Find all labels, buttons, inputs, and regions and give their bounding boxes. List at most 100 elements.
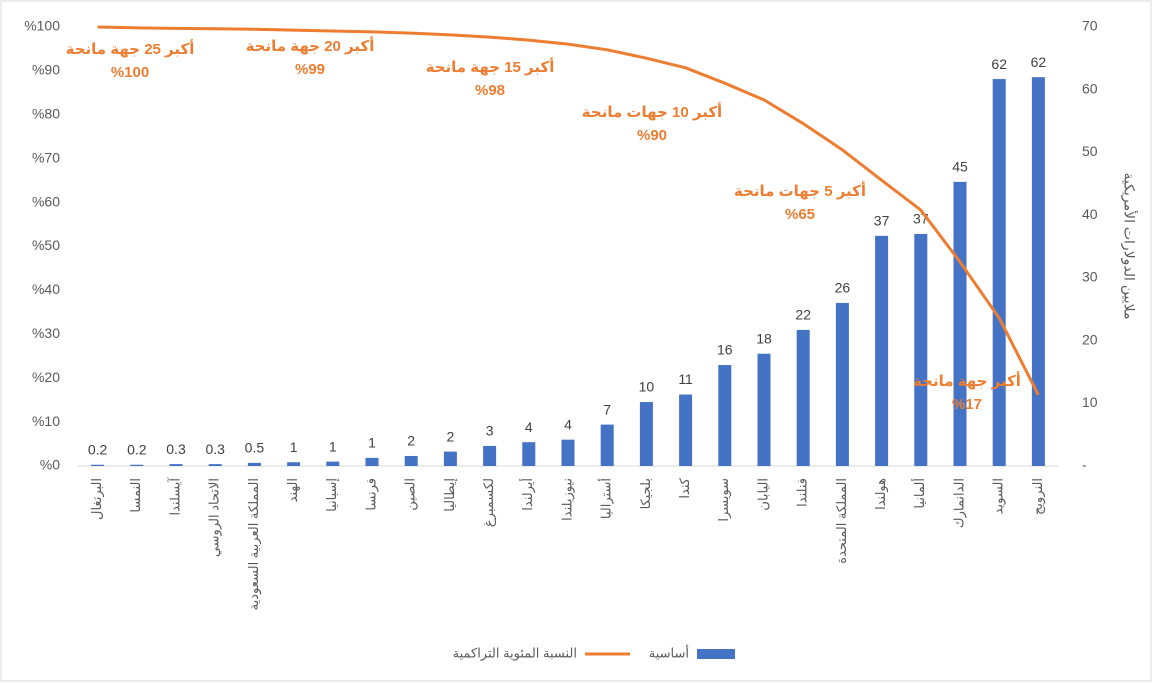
bar-value-label: 4 <box>564 416 572 432</box>
bar-value-label: 7 <box>603 401 611 417</box>
bar-value-label: 1 <box>368 435 376 451</box>
bar-value-label: 22 <box>795 307 811 323</box>
bar <box>208 464 222 466</box>
y-tick-label: %80 <box>32 106 60 122</box>
x-tick-label: المملكة المتحدة <box>834 478 849 564</box>
annotation: أكبر 15 جهة مانحة <box>426 57 555 76</box>
bar <box>679 394 693 466</box>
x-tick-label: فنلندا <box>795 478 810 507</box>
y2-tick-label: 40 <box>1082 206 1098 222</box>
x-tick-label: بلجيكا <box>638 478 653 509</box>
bar-value-label: 3 <box>486 423 494 439</box>
x-tick-label: البرتغال <box>89 478 105 520</box>
x-tick-label: فرنسا <box>363 478 379 511</box>
annotation: %100 <box>111 64 149 81</box>
x-tick-label: المملكة العربية السعودية <box>246 478 262 610</box>
y2-tick-label: 70 <box>1082 18 1098 34</box>
y-tick-label: %70 <box>32 149 60 165</box>
bar <box>247 462 261 466</box>
bar-value-label: 18 <box>756 330 772 346</box>
y2-tick-label: 20 <box>1082 331 1098 347</box>
x-tick-label: اليابان <box>755 478 770 511</box>
x-tick-label: أيرلندا <box>519 478 536 511</box>
bar <box>914 233 928 466</box>
annotation: أكبر 25 جهة مانحة <box>66 39 195 58</box>
annotation: %65 <box>785 206 815 223</box>
bar-value-label: 62 <box>1031 54 1047 70</box>
bar-value-label: 45 <box>952 159 968 175</box>
x-tick-label: إيطاليا <box>442 478 457 512</box>
bar-value-label: 0.3 <box>205 441 225 457</box>
x-tick-label: لكسمبرغ <box>481 478 497 527</box>
x-tick-label: كندا <box>677 477 692 498</box>
bar-value-label: 0.3 <box>166 441 186 457</box>
legend-label: أساسية <box>649 644 689 660</box>
bar <box>130 464 144 466</box>
bar <box>639 402 653 466</box>
bar <box>443 451 457 466</box>
annotation: %99 <box>295 61 325 78</box>
y2-tick-label: 30 <box>1082 269 1098 285</box>
y2-tick-label: - <box>1082 457 1087 473</box>
bar <box>600 424 614 466</box>
bar-value-label: 2 <box>407 433 415 449</box>
x-tick-label: النرويج <box>1030 478 1046 515</box>
y-tick-label: %100 <box>24 18 60 34</box>
bar <box>483 445 497 466</box>
y-tick-label: %10 <box>32 413 60 429</box>
x-tick-label: سويسرا <box>716 478 732 522</box>
bar-value-label: 0.2 <box>127 441 147 457</box>
bar <box>169 464 183 466</box>
bar-value-label: 4 <box>525 419 533 435</box>
bar <box>992 79 1006 466</box>
annotation: أكبر 20 جهة مانحة <box>246 36 375 55</box>
bar-value-label: 11 <box>678 371 693 387</box>
bar <box>522 442 536 466</box>
bar <box>365 457 379 466</box>
bar <box>796 329 810 466</box>
bar <box>875 235 889 466</box>
legend-swatch <box>697 649 735 659</box>
x-tick-label: آيسلندا <box>166 477 182 516</box>
bar-value-label: 37 <box>874 213 890 229</box>
bar <box>953 181 967 466</box>
y-tick-label: %30 <box>32 325 60 341</box>
y2-axis-title: ملايين الدولارات الأمريكية <box>1120 173 1138 320</box>
bar <box>561 439 575 466</box>
bar <box>326 461 340 466</box>
bar-value-label: 10 <box>639 379 655 395</box>
bar-value-label: 16 <box>717 342 733 358</box>
x-tick-label: النمسا <box>128 478 143 513</box>
y-tick-label: %0 <box>40 457 60 473</box>
x-tick-label: الهند <box>285 478 301 502</box>
bar-value-label: 2 <box>447 428 455 444</box>
y2-tick-label: 60 <box>1082 80 1098 96</box>
cumulative-line <box>97 25 1040 396</box>
annotation: %17 <box>952 396 982 413</box>
x-tick-label: هولندا <box>873 478 889 510</box>
y-tick-label: %40 <box>32 281 60 297</box>
y-tick-label: %20 <box>32 369 60 385</box>
bar <box>718 365 732 466</box>
x-tick-label: أستراليا <box>598 478 615 519</box>
bar <box>91 464 105 466</box>
bar-value-label: 62 <box>991 56 1007 72</box>
x-tick-label: الصين <box>403 478 419 511</box>
legend-label: النسبة المئوية التراكمية <box>453 645 577 661</box>
x-tick-label: الاتحاد الروسي <box>207 478 223 557</box>
bar <box>835 302 849 466</box>
annotation: أكبر جهة مانحة <box>913 371 1021 390</box>
y2-tick-label: 50 <box>1082 143 1098 159</box>
y2-tick-label: 10 <box>1082 394 1098 410</box>
bar <box>287 462 301 466</box>
annotation: %98 <box>475 82 505 99</box>
bar-value-label: 1 <box>290 439 298 455</box>
y-tick-label: %60 <box>32 193 60 209</box>
x-tick-label: الدانمارك <box>951 478 967 528</box>
annotation: أكبر 5 جهات مانحة <box>734 181 866 200</box>
bar <box>757 353 771 466</box>
annotation: أكبر 10 جهات مانحة <box>582 102 722 121</box>
x-tick-label: ألمانيا <box>911 478 927 509</box>
